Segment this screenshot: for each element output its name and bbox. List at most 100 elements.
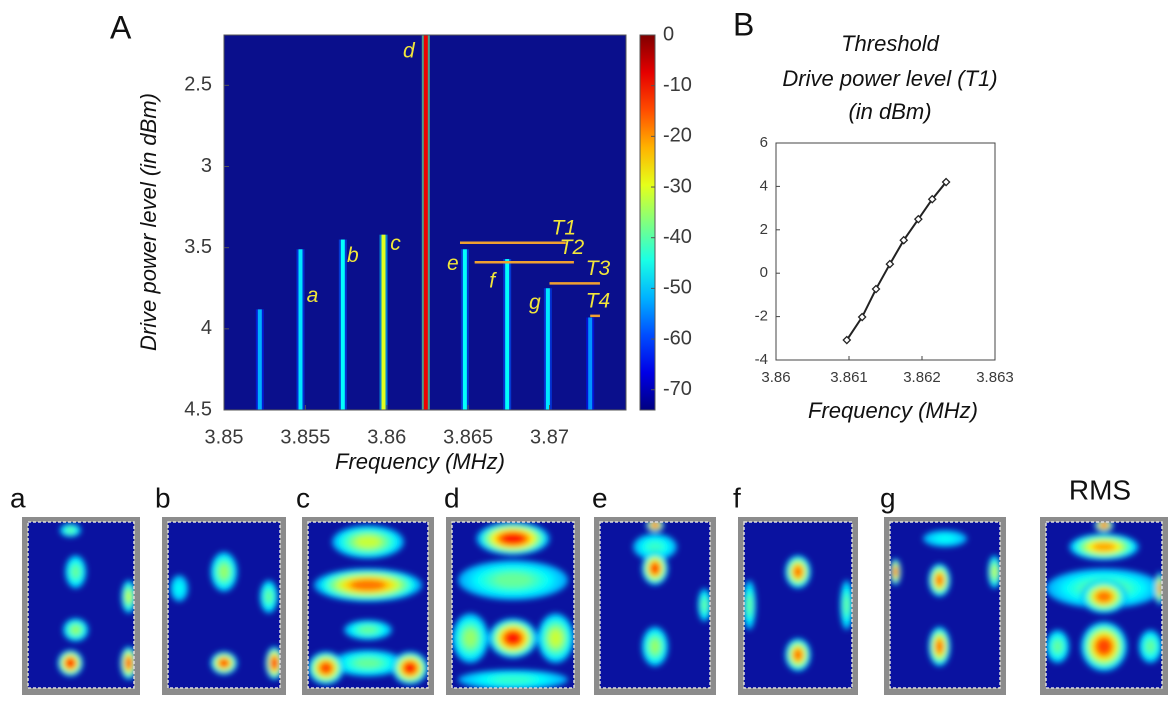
mode-blob bbox=[1092, 542, 1116, 552]
mode-shape bbox=[57, 523, 134, 680]
mode-blob bbox=[1096, 591, 1112, 603]
y-tick-label: -4 bbox=[755, 351, 768, 368]
mode-blob bbox=[992, 566, 997, 578]
image-border bbox=[743, 521, 853, 689]
peak bbox=[505, 259, 510, 410]
x-tick-label: 3.861 bbox=[830, 369, 868, 386]
x-tick-label: 3.85 bbox=[205, 426, 244, 448]
mode-blob bbox=[356, 658, 380, 668]
x-axis-label: Frequency (MHz) bbox=[335, 449, 505, 474]
mode-blob bbox=[494, 573, 532, 587]
mode-shape-blur bbox=[452, 522, 574, 688]
data-point bbox=[927, 194, 937, 204]
image-border bbox=[167, 521, 281, 689]
chart-title: Threshold bbox=[841, 31, 940, 56]
image-label: g bbox=[880, 482, 896, 513]
peak bbox=[588, 317, 593, 410]
threshold-label: T1 bbox=[552, 216, 577, 239]
image-border bbox=[451, 521, 575, 689]
mode-blob bbox=[793, 566, 803, 578]
mode-shape bbox=[633, 522, 710, 667]
mode-shape bbox=[744, 555, 852, 672]
mode-blob bbox=[356, 536, 380, 548]
mode-blob bbox=[793, 649, 803, 661]
mode-blob bbox=[176, 583, 183, 593]
data-point bbox=[871, 284, 881, 294]
x-tick-label: 3.863 bbox=[976, 369, 1014, 386]
mode-shape-blur bbox=[57, 523, 134, 680]
mode-blob bbox=[125, 657, 132, 669]
mode-blob bbox=[1100, 523, 1108, 528]
image-border bbox=[27, 521, 135, 689]
threshold-label: T2 bbox=[560, 236, 585, 259]
image-label: d bbox=[444, 482, 460, 513]
panel-label: A bbox=[110, 9, 132, 45]
mode-blob bbox=[360, 626, 376, 634]
mode-blob bbox=[549, 629, 562, 647]
threshold-label: T3 bbox=[586, 257, 611, 280]
image-label: c bbox=[296, 482, 310, 513]
data-point bbox=[899, 235, 909, 245]
mode-blob bbox=[1096, 638, 1112, 655]
peak bbox=[462, 249, 467, 410]
panel-label: B bbox=[733, 6, 754, 42]
mode-blob bbox=[650, 562, 660, 575]
mode-blob bbox=[404, 662, 416, 674]
mode-blob bbox=[464, 629, 477, 647]
mode-blob bbox=[652, 523, 658, 528]
image-label: b bbox=[155, 482, 171, 513]
image-border bbox=[599, 521, 711, 689]
mode-blob bbox=[126, 591, 132, 603]
colorbar-tick-label: -70 bbox=[663, 378, 692, 400]
x-axis-label: Frequency (MHz) bbox=[808, 398, 978, 423]
colorbar bbox=[639, 34, 656, 411]
image-label: f bbox=[733, 482, 741, 513]
y-tick-label: 0 bbox=[760, 264, 768, 281]
mode-blob bbox=[494, 676, 532, 684]
mode-blob bbox=[350, 579, 386, 591]
mode-blob bbox=[500, 533, 526, 545]
mode-blob bbox=[271, 657, 278, 669]
y-tick-label: 2 bbox=[760, 221, 768, 238]
y-tick-label: 4 bbox=[760, 177, 768, 194]
data-point bbox=[885, 259, 895, 269]
peak-label: e bbox=[447, 252, 459, 275]
peak bbox=[298, 249, 303, 410]
mode-shape bbox=[170, 551, 280, 680]
peak-label: c bbox=[390, 232, 401, 255]
mode-blob bbox=[72, 566, 80, 578]
peak bbox=[340, 239, 345, 410]
y-tick-label: 3 bbox=[201, 155, 212, 177]
peak-label: b bbox=[347, 244, 359, 267]
mode-blob bbox=[1158, 582, 1162, 594]
data-point bbox=[857, 312, 867, 322]
y-axis-label: Drive power level (in dBm) bbox=[136, 93, 161, 351]
mode-blob bbox=[1053, 640, 1062, 653]
plot-frame bbox=[223, 34, 627, 411]
colorbar-tick-label: 0 bbox=[663, 23, 674, 45]
mode-shape-blur bbox=[744, 555, 852, 672]
colorbar-tick-label: -20 bbox=[663, 125, 692, 147]
mode-shape-blur bbox=[1046, 522, 1162, 672]
x-tick-label: 3.862 bbox=[903, 369, 941, 386]
image-border bbox=[889, 521, 1001, 689]
mode-blob bbox=[219, 565, 229, 579]
data-point bbox=[842, 335, 852, 345]
plot-frame bbox=[775, 142, 996, 361]
colorbar-tick-label: -30 bbox=[663, 175, 692, 197]
x-tick-label: 3.86 bbox=[367, 426, 406, 448]
colorbar-tick-label: -60 bbox=[663, 327, 692, 349]
y-tick-label: 2.5 bbox=[184, 74, 212, 96]
data-line bbox=[845, 181, 947, 341]
peak-label: g bbox=[529, 291, 541, 314]
peak bbox=[381, 234, 386, 410]
mode-blob bbox=[702, 599, 707, 611]
mode-blob bbox=[219, 659, 229, 667]
mode-blob bbox=[747, 596, 752, 614]
colorbar-tick-label: -40 bbox=[663, 226, 692, 248]
mode-shape-blur bbox=[308, 525, 428, 685]
image-border bbox=[307, 521, 429, 689]
threshold-label: T4 bbox=[586, 289, 611, 312]
chart-title: (in dBm) bbox=[848, 99, 931, 124]
